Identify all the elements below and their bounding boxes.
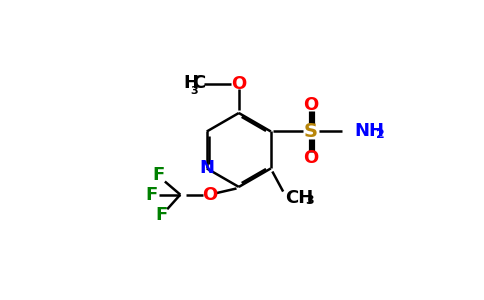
Text: CH: CH — [285, 189, 313, 207]
Text: C: C — [193, 74, 206, 92]
Text: H: H — [184, 74, 199, 92]
Text: 3: 3 — [190, 86, 198, 96]
Text: 3: 3 — [305, 194, 314, 207]
Text: O: O — [303, 149, 318, 167]
Text: S: S — [304, 122, 318, 141]
Text: F: F — [156, 206, 168, 224]
Text: O: O — [303, 95, 318, 113]
Text: NH: NH — [355, 122, 385, 140]
Text: 2: 2 — [376, 128, 385, 141]
Text: F: F — [152, 167, 165, 184]
Text: N: N — [199, 159, 214, 177]
Text: F: F — [145, 186, 157, 204]
Text: O: O — [231, 75, 246, 93]
Text: O: O — [202, 186, 217, 204]
